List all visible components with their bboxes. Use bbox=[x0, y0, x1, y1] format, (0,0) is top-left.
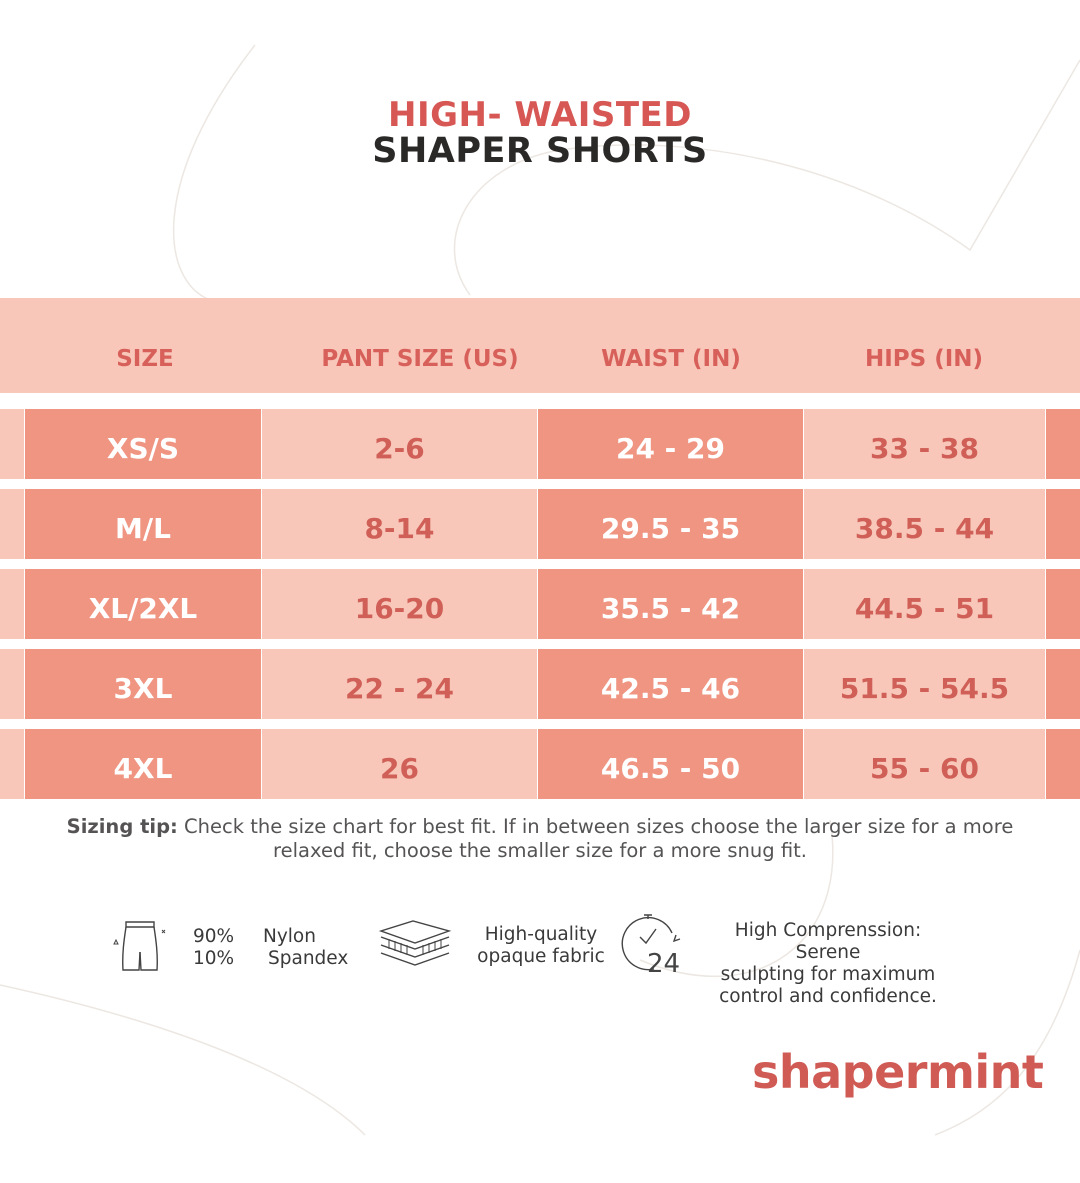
fabric-description: High-quality opaque fabric bbox=[476, 924, 606, 968]
sizing-tip-label: Sizing tip: bbox=[66, 815, 178, 838]
nylon-label: Nylon bbox=[263, 926, 316, 947]
cell-waist: 35.5 - 42 bbox=[538, 569, 803, 639]
cell-size: XL/2XL bbox=[25, 569, 261, 639]
table-row: XS/S 2-6 24 - 29 33 - 38 bbox=[0, 409, 1080, 479]
compression-description: High Comprenssion: Serene sculpting for … bbox=[700, 920, 956, 1008]
table-row: XL/2XL 16-20 35.5 - 42 44.5 - 51 bbox=[0, 569, 1080, 639]
fabric-layers-icon bbox=[378, 920, 452, 966]
header-hips: HIPS (IN) bbox=[864, 346, 984, 372]
title-line-2: SHAPER SHORTS bbox=[372, 131, 708, 171]
cell-waist: 42.5 - 46 bbox=[538, 649, 803, 719]
cell-pant-size: 22 - 24 bbox=[262, 649, 537, 719]
nylon-percent: 90% bbox=[193, 926, 235, 947]
cell-size: M/L bbox=[25, 489, 261, 559]
cell-hips: 44.5 - 51 bbox=[804, 569, 1045, 639]
cell-waist: 46.5 - 50 bbox=[538, 729, 803, 799]
cell-size: 3XL bbox=[25, 649, 261, 719]
clock-24-label: 24 bbox=[647, 949, 680, 977]
cell-hips: 33 - 38 bbox=[804, 409, 1045, 479]
cell-hips: 38.5 - 44 bbox=[804, 489, 1045, 559]
cell-hips: 55 - 60 bbox=[804, 729, 1045, 799]
shorts-icon bbox=[113, 921, 166, 971]
spandex-label: Spandex bbox=[268, 948, 349, 969]
composition-materials: Nylon Spandex bbox=[263, 926, 348, 970]
header-waist: WAIST (IN) bbox=[601, 346, 741, 372]
cell-hips: 51.5 - 54.5 bbox=[804, 649, 1045, 719]
sizing-tip: Sizing tip: Check the size chart for bes… bbox=[40, 815, 1040, 863]
cell-pant-size: 26 bbox=[262, 729, 537, 799]
compression-line-3: control and confidence. bbox=[719, 986, 937, 1007]
cell-waist: 29.5 - 35 bbox=[538, 489, 803, 559]
sizing-tip-line-2: relaxed fit, choose the smaller size for… bbox=[273, 839, 807, 862]
cell-pant-size: 8-14 bbox=[262, 489, 537, 559]
shapermint-logo: shapermint bbox=[752, 1045, 1044, 1099]
title-line-1: HIGH- WAISTED bbox=[388, 95, 692, 135]
sizing-tip-line-1: Check the size chart for best fit. If in… bbox=[177, 815, 1014, 838]
size-table-header: SIZE PANT SIZE (US) WAIST (IN) HIPS (IN) bbox=[0, 298, 1080, 393]
header-pant-size: PANT SIZE (US) bbox=[321, 346, 519, 372]
fabric-line-1: High-quality bbox=[484, 924, 598, 945]
spandex-percent: 10% bbox=[193, 948, 235, 969]
cell-size: 4XL bbox=[25, 729, 261, 799]
cell-pant-size: 2-6 bbox=[262, 409, 537, 479]
header-size: SIZE bbox=[116, 346, 174, 372]
fabric-line-2: opaque fabric bbox=[477, 946, 605, 967]
table-row: 4XL 26 46.5 - 50 55 - 60 bbox=[0, 729, 1080, 799]
table-row: 3XL 22 - 24 42.5 - 46 51.5 - 54.5 bbox=[0, 649, 1080, 719]
composition-percentages: 90% 10% bbox=[193, 926, 234, 970]
compression-line-1: High Comprenssion: Serene bbox=[734, 920, 922, 963]
cell-size: XS/S bbox=[25, 409, 261, 479]
cell-waist: 24 - 29 bbox=[538, 409, 803, 479]
table-row: M/L 8-14 29.5 - 35 38.5 - 44 bbox=[0, 489, 1080, 559]
cell-pant-size: 16-20 bbox=[262, 569, 537, 639]
clock-24-icon: 24 bbox=[621, 914, 681, 977]
compression-line-2: sculpting for maximum bbox=[720, 964, 936, 985]
